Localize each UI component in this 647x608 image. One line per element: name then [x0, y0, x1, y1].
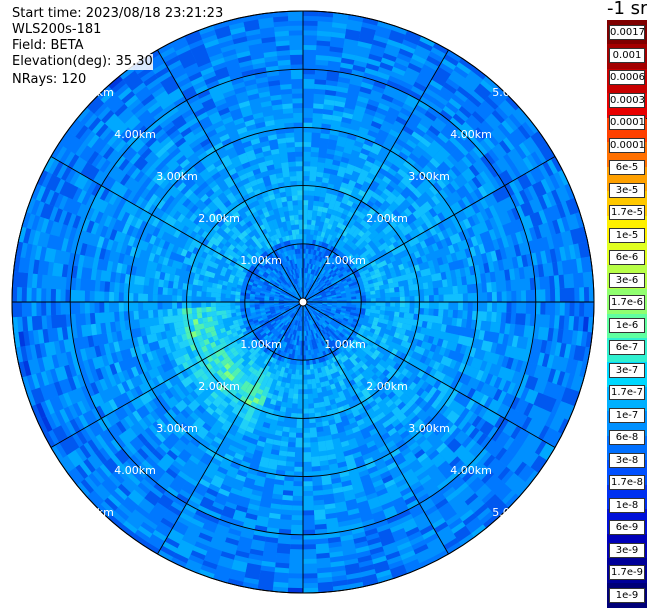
instrument-name: WLS200s-181: [12, 22, 102, 38]
colorbar-tick-label: 6e-5: [609, 160, 645, 176]
colorbar-tick-label: 0.0017: [609, 25, 645, 40]
colorbar-tick-label: 1e-6: [609, 317, 645, 333]
range-ring-label: 1.00km: [240, 338, 282, 351]
colorbar-tick-label: 3e-6: [609, 272, 645, 288]
azimuth-spoke: [157, 49, 304, 303]
range-ring-label: 3.00km: [408, 422, 450, 435]
range-ring-label: 3.00km: [156, 422, 198, 435]
range-ring-label: 3.00km: [156, 170, 198, 183]
range-ring-label: 2.00km: [198, 212, 240, 225]
range-ring-label: 4.00km: [450, 128, 492, 141]
colorbar-tick-label: 1.7e-8: [609, 475, 645, 491]
backscatter-field: [12, 11, 594, 593]
colorbar-tick-label: 6e-7: [609, 340, 645, 356]
range-labels: 1.00km 1.00km 1.00km 1.00km 2.00km 2.00km 2.00…: [72, 86, 534, 519]
colorbar-unit: -1 sr: [607, 0, 647, 19]
colorbar-tick-label: 0.00017: [609, 115, 647, 131]
range-ring-label: 2.00km: [366, 212, 408, 225]
range-ring-label: 5.00km: [492, 506, 534, 519]
colorbar-tick-label: 1.7e-5: [609, 205, 645, 221]
colorbar-tick-label: 3e-7: [609, 362, 645, 378]
colorbar-tick-label: 1e-8: [609, 497, 645, 513]
colorbar-tick-label: 1e-9: [609, 588, 645, 603]
range-ring-label: 5.00km: [492, 86, 534, 99]
colorbar-tick-label: 1.7e-6: [609, 295, 645, 311]
colorbar-tick-label: 6e-9: [609, 520, 645, 536]
range-ring-label: 3.00km: [408, 170, 450, 183]
colorbar-tick-label: 0.001: [609, 47, 645, 63]
range-ring-label: 2.00km: [198, 380, 240, 393]
start-time: Start time: 2023/08/18 23:21:23: [12, 6, 224, 22]
colorbar-tick-label: 1.7e-9: [609, 565, 645, 581]
colorbar: [607, 20, 647, 608]
range-grid: [11, 10, 595, 594]
colorbar-tick-label: 6e-8: [609, 430, 645, 446]
azimuth-spoke: [50, 301, 304, 448]
colorbar-tick-label: 1e-5: [609, 227, 645, 243]
elevation: Elevation(deg): 35.30: [12, 54, 153, 70]
range-ring-label: 5.00km: [72, 86, 114, 99]
azimuth-spoke: [50, 156, 304, 303]
azimuth-spoke: [302, 301, 556, 448]
colorbar-tick-label: 3e-5: [609, 182, 645, 198]
colorbar-tick-label: 3e-8: [609, 452, 645, 468]
field-name: Field: BETA: [12, 38, 84, 54]
colorbar-tick-label: 1.7e-7: [609, 385, 645, 401]
colorbar-tick-label: 0.0001: [609, 137, 645, 153]
range-ring-label: 2.00km: [366, 380, 408, 393]
colorbar-tick-label: 6e-6: [609, 250, 645, 266]
range-ring-label: 4.00km: [450, 464, 492, 477]
nrays: NRays: 120: [12, 72, 87, 88]
azimuth-spoke: [157, 301, 304, 555]
colorbar-tick-label: 3e-9: [609, 542, 645, 558]
range-ring-label: 4.00km: [114, 464, 156, 477]
azimuth-spoke: [302, 301, 449, 555]
polar-plot: 1.00km 1.00km 1.00km 1.00km 2.00km 2.00km 2.00…: [11, 10, 595, 594]
azimuth-spoke: [302, 156, 556, 303]
range-ring-label: 4.00km: [114, 128, 156, 141]
range-ring-label: 1.00km: [324, 338, 366, 351]
colorbar-tick-label: 0.0003: [609, 92, 645, 108]
range-ring-label: 1.00km: [324, 254, 366, 267]
center-marker: [298, 297, 308, 307]
range-ring-label: 1.00km: [240, 254, 282, 267]
colorbar-tick-label: 0.0006: [609, 70, 645, 86]
azimuth-spoke: [302, 49, 449, 303]
range-ring-label: 5.00km: [72, 506, 114, 519]
colorbar-tick-label: 1e-7: [609, 407, 645, 423]
